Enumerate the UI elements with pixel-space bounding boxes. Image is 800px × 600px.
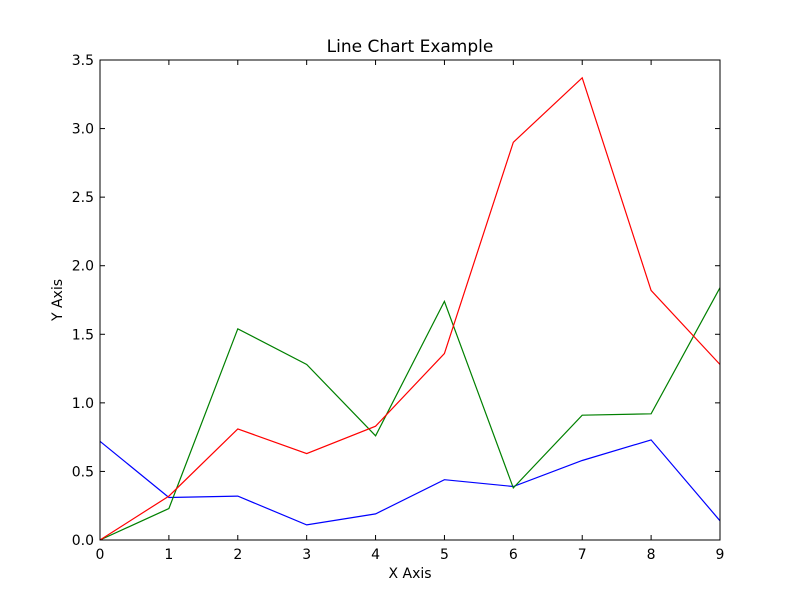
series-line-3 [99, 76, 721, 541]
x-tick-label: 9 [716, 547, 725, 563]
y-tick-label: 0.5 [72, 464, 94, 480]
series-layer [99, 76, 721, 541]
x-tick-label: 7 [578, 547, 587, 563]
plot-frame [99, 59, 721, 541]
y-tick-label: 0.0 [72, 533, 94, 549]
y-axis-title: Y Axis [50, 279, 66, 322]
x-tick-label: 4 [371, 547, 380, 563]
series-line-1 [99, 439, 721, 526]
y-tick-label: 1.5 [72, 327, 94, 343]
y-tick-label: 2.5 [72, 190, 94, 206]
y-tick-label: 2.0 [72, 259, 94, 275]
y-axis-ticks: 0.0 0.5 1.0 1.5 2.0 2.5 3.0 3.5 [72, 53, 720, 549]
x-axis-title: X Axis [388, 566, 431, 582]
chart-title: Line Chart Example [327, 37, 494, 57]
y-tick-label: 1.0 [72, 396, 94, 412]
x-tick-label: 8 [647, 547, 656, 563]
x-tick-label: 2 [233, 547, 242, 563]
x-tick-label: 5 [440, 547, 449, 563]
x-tick-label: 0 [96, 547, 105, 563]
y-tick-label: 3.0 [72, 122, 94, 138]
x-tick-label: 6 [509, 547, 518, 563]
y-tick-label: 3.5 [72, 53, 94, 69]
x-axis-ticks: 0 1 2 3 4 5 6 7 8 9 [96, 60, 725, 563]
series-line-2 [99, 287, 721, 541]
x-tick-label: 3 [302, 547, 311, 563]
x-tick-label: 1 [164, 547, 173, 563]
